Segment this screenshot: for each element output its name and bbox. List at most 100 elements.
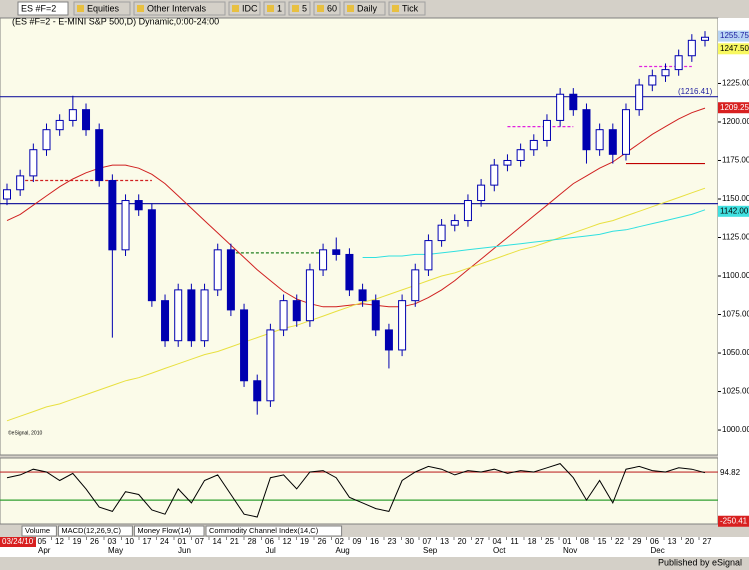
day-label: 10 <box>125 537 134 546</box>
day-label: 06 <box>650 537 659 546</box>
button-label: 60 <box>327 3 337 13</box>
indicator-tab[interactable] <box>205 525 343 537</box>
price-label: 1142.00 <box>720 206 749 215</box>
y-tick-label: 1100.00 <box>722 271 749 280</box>
candle-body <box>332 249 341 255</box>
price-label: -250.41 <box>720 516 748 525</box>
candle-body <box>648 75 657 86</box>
toolbar-button[interactable] <box>73 1 131 16</box>
y-tick-label: 1200.00 <box>722 117 749 126</box>
y-tick-label: 1075.00 <box>722 310 749 319</box>
candle-body <box>226 249 235 311</box>
candle-body <box>305 269 314 322</box>
candle-body <box>371 300 380 331</box>
day-label: 01 <box>563 537 572 546</box>
candle-body <box>134 200 143 211</box>
y-tick-label: 1050.00 <box>722 348 749 357</box>
indicator-tab[interactable] <box>57 525 133 537</box>
day-label: 20 <box>458 537 467 546</box>
toolbar-button[interactable] <box>133 1 226 16</box>
day-label: 17 <box>143 537 152 546</box>
day-label: 19 <box>300 537 309 546</box>
day-label: 27 <box>475 537 484 546</box>
candle-body <box>450 220 459 226</box>
day-label: 15 <box>598 537 607 546</box>
price-label: 1209.25 <box>720 103 749 112</box>
candle-body <box>292 300 301 322</box>
candle-body <box>240 309 249 382</box>
toolbar-button[interactable] <box>343 1 386 16</box>
button-icon <box>232 5 239 12</box>
candle-body <box>635 84 644 111</box>
day-label: 09 <box>353 537 362 546</box>
candle-body <box>595 129 604 151</box>
day-label: 04 <box>493 537 502 546</box>
candle-body <box>701 36 709 41</box>
candle-body <box>42 129 51 151</box>
day-label: 13 <box>668 537 677 546</box>
price-label-box <box>718 102 749 114</box>
y-tick-label: 1000.00 <box>722 425 749 434</box>
watermark: ©eSignal, 2010 <box>8 429 42 436</box>
candle-body <box>279 300 288 331</box>
start-date-box <box>0 537 36 547</box>
y-tick-label: 1025.00 <box>722 387 749 396</box>
day-label: 14 <box>213 537 222 546</box>
status-text: Published by eSignal <box>658 557 742 567</box>
candle-body <box>398 300 407 351</box>
candle-body <box>161 300 170 342</box>
day-label: 03 <box>108 537 117 546</box>
chart-title: (ES #F=2 - E-MINI S&P 500,D) Dynamic,0:0… <box>12 16 219 26</box>
overlay-line <box>362 209 706 258</box>
month-label: Dec <box>651 546 665 555</box>
day-label: 01 <box>178 537 187 546</box>
day-label: 11 <box>510 537 519 546</box>
button-label: 5 <box>302 3 307 13</box>
overlay-line <box>6 187 706 422</box>
candle-body <box>556 93 565 121</box>
candle-body <box>661 69 670 77</box>
tab-label: MACD(12,26,9,C) <box>61 526 121 535</box>
candle-body <box>3 189 11 200</box>
day-label: 12 <box>283 537 292 546</box>
day-label: 16 <box>370 537 379 546</box>
day-label: 23 <box>388 537 397 546</box>
candle-body <box>68 109 77 121</box>
button-icon <box>267 5 274 12</box>
candle-body <box>674 55 683 71</box>
price-label-box <box>718 30 749 42</box>
month-label: Jun <box>178 546 191 555</box>
candle-body <box>319 249 328 271</box>
candle-body <box>358 289 367 302</box>
candle-body <box>55 119 64 131</box>
y-tick-label: 1175.00 <box>722 156 749 165</box>
candle-body <box>516 149 525 161</box>
tab-label: Commodity Channel Index(14,C) <box>209 526 319 535</box>
candle-body <box>582 109 591 151</box>
level-label: (1216.41) <box>678 87 713 96</box>
button-icon <box>137 5 144 12</box>
day-label: 19 <box>73 537 82 546</box>
button-icon <box>292 5 299 12</box>
button-icon <box>392 5 399 12</box>
indicator-tab[interactable] <box>21 525 57 537</box>
month-label: Nov <box>563 546 577 555</box>
indicator-tab[interactable] <box>133 525 205 537</box>
day-label: 20 <box>685 537 694 546</box>
cci-panel <box>0 457 719 525</box>
candle-body <box>463 200 472 222</box>
button-label: 1 <box>277 3 282 13</box>
day-label: 28 <box>248 537 257 546</box>
price-panel <box>0 17 719 456</box>
button-label: Daily <box>357 3 378 13</box>
month-label: Oct <box>493 546 506 555</box>
day-label: 06 <box>265 537 274 546</box>
candle-body <box>82 109 91 131</box>
day-label: 22 <box>615 537 624 546</box>
day-label: 08 <box>580 537 589 546</box>
symbol-box[interactable] <box>17 1 69 16</box>
candle-body <box>121 200 130 251</box>
button-label: Other Intervals <box>147 3 207 13</box>
date-axis <box>0 537 749 557</box>
